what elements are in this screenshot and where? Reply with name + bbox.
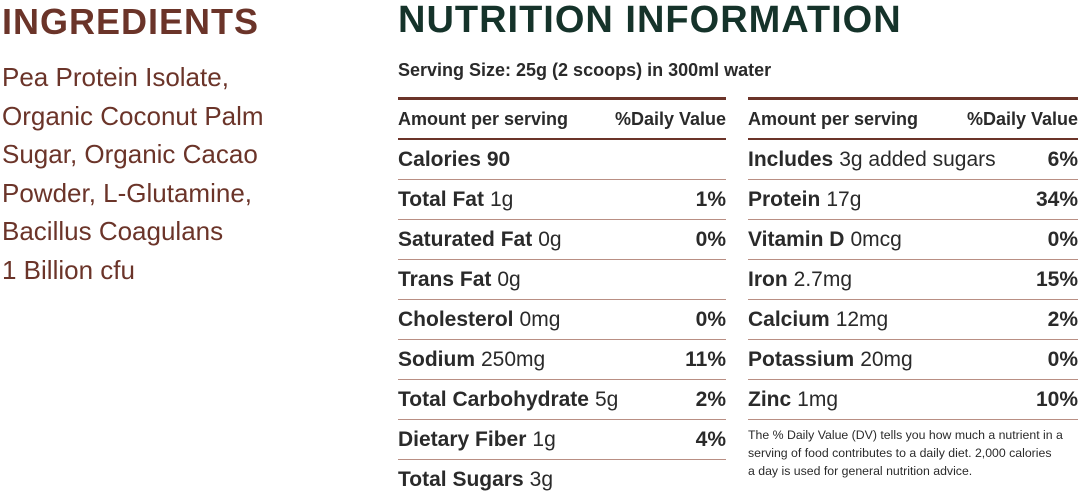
nutrient-row-calories: Calories 90 <box>398 140 726 180</box>
nutrient-row-zinc: Zinc 1mg 10% <box>748 380 1078 420</box>
ingredients-list: Pea Protein Isolate, Organic Coconut Pal… <box>2 58 332 289</box>
serving-size: Serving Size: 25g (2 scoops) in 300ml wa… <box>398 60 772 80</box>
nutrition-table-right: Amount per serving %Daily Value Includes… <box>748 97 1078 480</box>
ingredients-title: INGREDIENTS <box>2 1 260 42</box>
nutrient-dv: 34% <box>1035 187 1078 211</box>
nutrient-name: Total Fat <box>398 187 484 211</box>
nutrient-name: Saturated Fat <box>398 227 533 251</box>
nutrient-dv: 4% <box>695 427 726 451</box>
nutrient-name: Potassium <box>748 347 855 371</box>
nutrient-amount: 0mg <box>519 307 561 331</box>
nutrient-name: Sodium <box>398 347 475 371</box>
footnote-line: serving of food contributes to a daily d… <box>748 446 1052 460</box>
ingredients-line: Powder, L-Glutamine, <box>2 177 253 208</box>
nutrient-name: Protein <box>748 187 821 211</box>
ingredients-line: Bacillus Coagulans <box>2 216 224 246</box>
nutrient-amount: 3g added sugars <box>839 147 996 171</box>
nutrient-row-total-carbohydrate: Total Carbohydrate 5g 2% <box>398 380 726 420</box>
nutrient-row-total-fat: Total Fat 1g 1% <box>398 180 726 220</box>
nutrient-dv: 11% <box>685 347 726 371</box>
nutrient-row-total-sugars: Total Sugars 3g <box>398 460 726 500</box>
footnote-line: a day is used for general nutrition advi… <box>748 464 973 478</box>
nutrient-amount: 90 <box>486 147 511 171</box>
nutrient-dv: 0% <box>1047 347 1078 371</box>
header-amount: Amount per serving <box>398 108 569 129</box>
nutrient-name: Total Carbohydrate <box>398 387 589 411</box>
nutrient-name: Dietary Fiber <box>398 427 527 451</box>
nutrient-amount: 17g <box>826 187 862 211</box>
table-header: Amount per serving %Daily Value <box>398 100 726 140</box>
nutrition-table-left: Amount per serving %Daily Value Calories… <box>398 97 726 500</box>
nutrient-amount: 1mg <box>797 387 839 411</box>
nutrient-dv: 0% <box>1047 227 1078 251</box>
nutrient-row-calcium: Calcium 12mg 2% <box>748 300 1078 340</box>
footnote-line: The % Daily Value (DV) tells you how muc… <box>748 428 1063 442</box>
nutrient-amount: 0g <box>538 227 562 251</box>
nutrient-dv: 0% <box>695 227 726 251</box>
nutrient-name: Cholesterol <box>398 307 514 331</box>
nutrient-amount: 0g <box>497 267 521 291</box>
nutrient-dv: 2% <box>1047 307 1078 331</box>
nutrient-name: Trans Fat <box>398 267 492 291</box>
nutrient-name: Iron <box>748 267 788 291</box>
nutrient-amount: 0mcg <box>850 227 902 251</box>
nutrient-name: Zinc <box>748 387 792 411</box>
nutrient-name: Includes <box>748 147 834 171</box>
ingredients-line: Pea Protein Isolate, <box>2 62 229 92</box>
nutrient-row-iron: Iron 2.7mg 15% <box>748 260 1078 300</box>
nutrient-dv: 10% <box>1035 387 1078 411</box>
ingredients-line: Sugar, Organic Cacao <box>2 139 258 169</box>
daily-value-footnote: The % Daily Value (DV) tells you how muc… <box>748 426 1078 480</box>
nutrient-row-added-sugars: Includes 3g added sugars 6% <box>748 140 1078 180</box>
nutrient-row-protein: Protein 17g 34% <box>748 180 1078 220</box>
nutrient-row-dietary-fiber: Dietary Fiber 1g 4% <box>398 420 726 460</box>
nutrient-name: Vitamin D <box>748 227 845 251</box>
header-daily-value: %Daily Value <box>614 108 726 129</box>
nutrient-amount: 1g <box>532 427 556 451</box>
nutrient-row-trans-fat: Trans Fat 0g <box>398 260 726 300</box>
nutrient-amount: 12mg <box>835 307 889 331</box>
ingredients-line: Organic Coconut Palm <box>2 100 264 131</box>
nutrient-dv: 0% <box>695 307 726 331</box>
nutrient-amount: 1g <box>489 187 514 211</box>
header-daily-value: %Daily Value <box>966 108 1078 129</box>
nutrient-name: Calories <box>398 147 481 171</box>
nutrient-dv: 1% <box>695 187 726 211</box>
nutrient-dv: 2% <box>695 387 726 411</box>
nutrient-row-sodium: Sodium 250mg 11% <box>398 340 726 380</box>
nutrient-amount: 3g <box>529 468 553 491</box>
nutrient-amount: 250mg <box>481 347 546 371</box>
nutrient-dv: 15% <box>1035 267 1078 291</box>
nutrient-name: Total Sugars <box>398 468 524 491</box>
ingredients-line: 1 Billion cfu <box>2 254 135 285</box>
nutrient-row-saturated-fat: Saturated Fat 0g 0% <box>398 220 726 260</box>
nutrient-row-potassium: Potassium 20mg 0% <box>748 340 1078 380</box>
nutrient-row-cholesterol: Cholesterol 0mg 0% <box>398 300 726 340</box>
nutrient-name: Calcium <box>748 307 830 331</box>
nutrition-title: NUTRITION INFORMATION <box>398 0 902 41</box>
nutrient-dv: 6% <box>1047 147 1078 171</box>
nutrient-row-vitamin-d: Vitamin D 0mcg 0% <box>748 220 1078 260</box>
nutrient-amount: 20mg <box>860 347 913 371</box>
nutrient-amount: 2.7mg <box>793 267 853 291</box>
table-header: Amount per serving %Daily Value <box>748 100 1078 140</box>
header-amount: Amount per serving <box>748 108 919 129</box>
nutrient-amount: 5g <box>594 387 619 411</box>
